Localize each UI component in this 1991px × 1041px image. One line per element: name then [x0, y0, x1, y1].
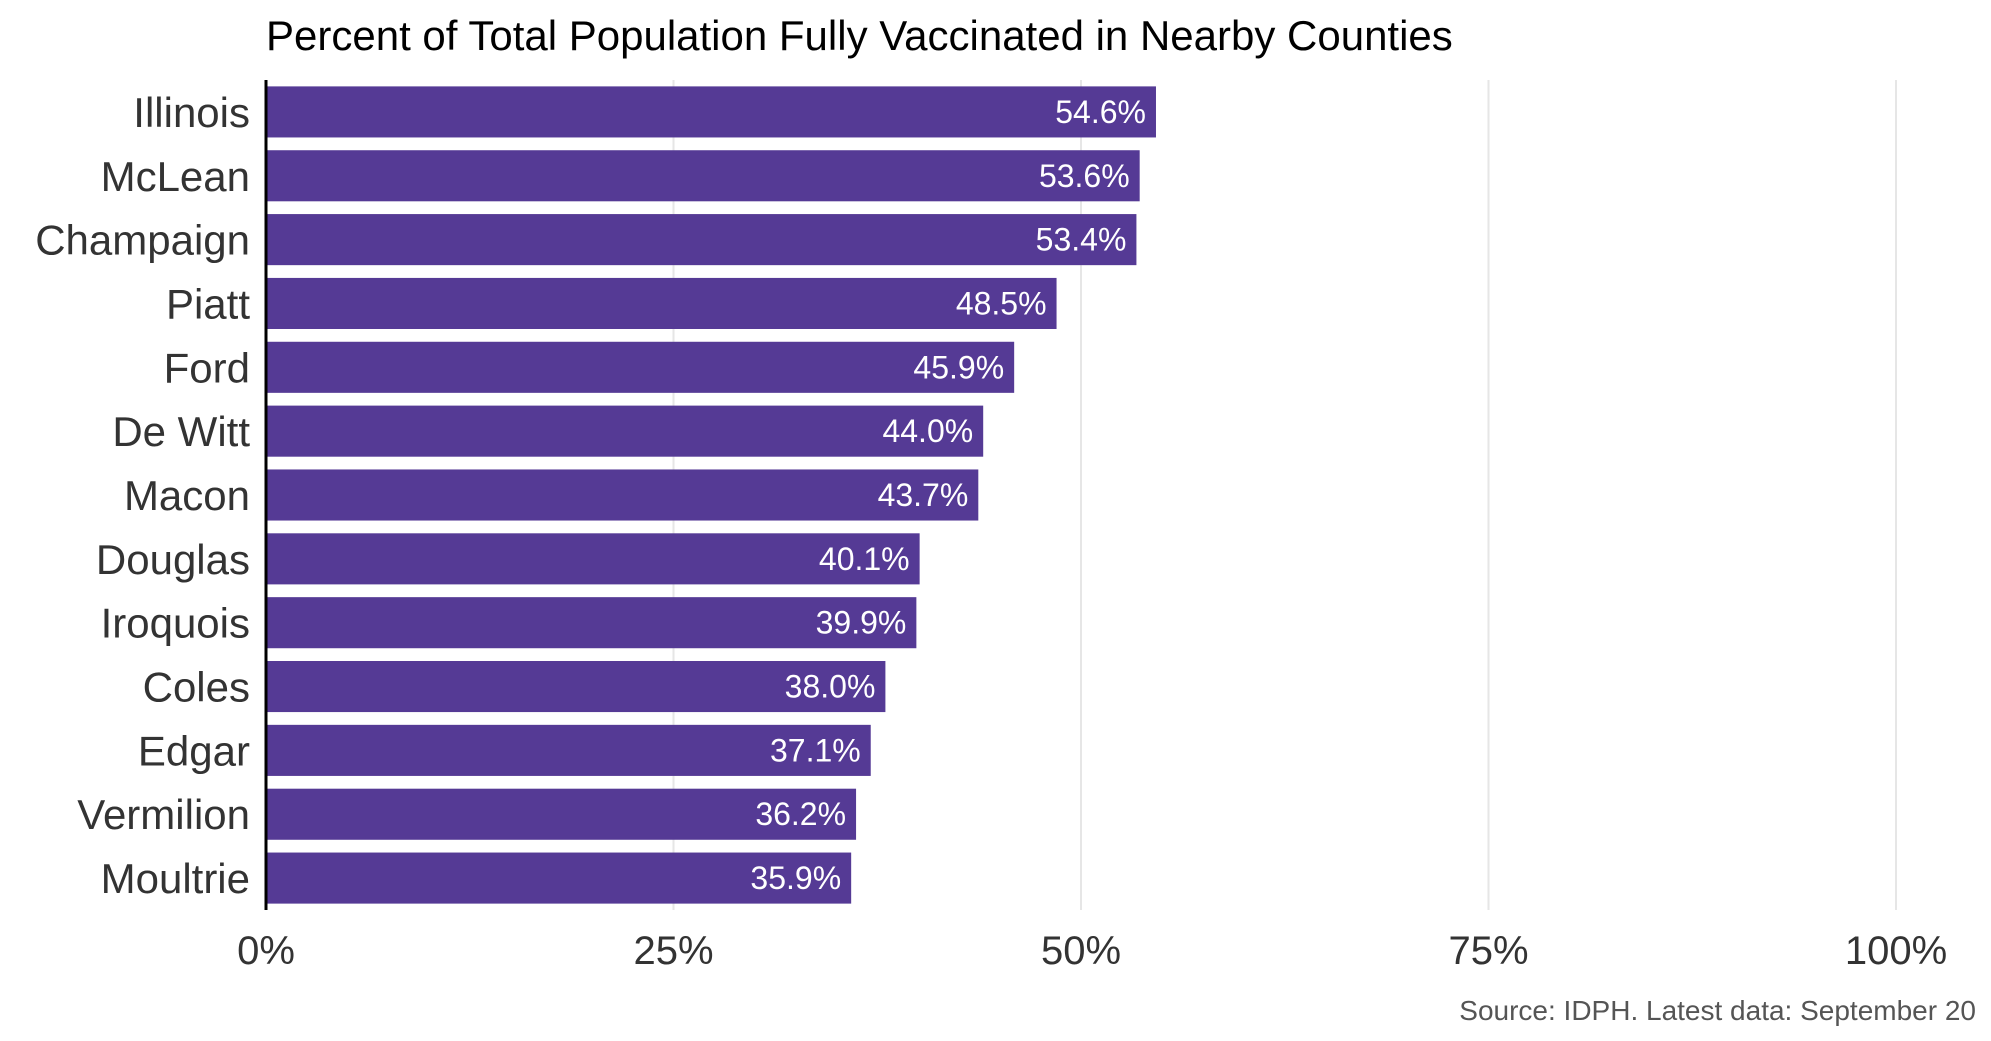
bar-coles	[266, 661, 886, 713]
category-label: Coles	[143, 664, 250, 711]
bar-ford	[266, 341, 1015, 393]
bar-edgar	[266, 724, 871, 776]
bar-value-label: 39.9%	[816, 605, 907, 641]
bar-value-label: 53.6%	[1039, 158, 1130, 194]
bar-iroquois	[266, 597, 917, 649]
x-tick-label: 75%	[1448, 929, 1528, 973]
bar-champaign	[266, 214, 1137, 266]
bars	[266, 86, 1156, 904]
bar-value-label: 53.4%	[1036, 222, 1127, 258]
category-label: Vermilion	[77, 791, 250, 838]
x-tick-label: 50%	[1041, 929, 1121, 973]
bar-vermilion	[266, 788, 857, 840]
bar-de-witt	[266, 405, 984, 457]
category-label: Champaign	[35, 217, 250, 264]
bar-value-label: 36.2%	[755, 796, 846, 832]
bar-macon	[266, 469, 979, 521]
bar-value-label: 45.9%	[913, 349, 1004, 385]
x-tick-label: 100%	[1845, 929, 1947, 973]
source-caption: Source: IDPH. Latest data: September 20	[1459, 995, 1976, 1026]
bar-piatt	[266, 277, 1057, 329]
x-tick-label: 0%	[237, 929, 295, 973]
x-tick-labels: 0% 25% 50% 75% 100%	[237, 929, 1947, 973]
category-label: Illinois	[133, 89, 250, 136]
bar-value-label: 54.6%	[1055, 94, 1146, 130]
category-label: Piatt	[166, 280, 250, 327]
category-label: Ford	[164, 344, 250, 391]
x-tick-label: 25%	[633, 929, 713, 973]
category-label: Iroquois	[101, 600, 250, 647]
category-label: McLean	[101, 153, 250, 200]
category-label: Douglas	[96, 536, 250, 583]
bar-value-label: 43.7%	[878, 477, 969, 513]
bar-value-labels: 54.6% 53.6% 53.4% 48.5% 45.9% 44.0% 43.7% 40.1%…	[750, 94, 1146, 896]
chart-title: Percent of Total Population Fully Vaccin…	[266, 12, 1453, 59]
bar-douglas	[266, 533, 920, 585]
category-labels: Illinois McLean Champaign Piatt Ford De Witt M…	[35, 89, 250, 902]
category-label: Macon	[124, 472, 250, 519]
category-label: De Witt	[112, 408, 250, 455]
bar-value-label: 44.0%	[882, 413, 973, 449]
category-label: Edgar	[138, 727, 250, 774]
bar-value-label: 38.0%	[785, 669, 876, 705]
bar-value-label: 48.5%	[956, 285, 1047, 321]
bar-value-label: 35.9%	[750, 860, 841, 896]
bar-value-label: 40.1%	[819, 541, 910, 577]
bar-value-label: 37.1%	[770, 732, 861, 768]
bar-illinois	[266, 86, 1156, 138]
bar-mclean	[266, 150, 1140, 202]
category-label: Moultrie	[101, 855, 250, 902]
bar-moultrie	[266, 852, 852, 904]
